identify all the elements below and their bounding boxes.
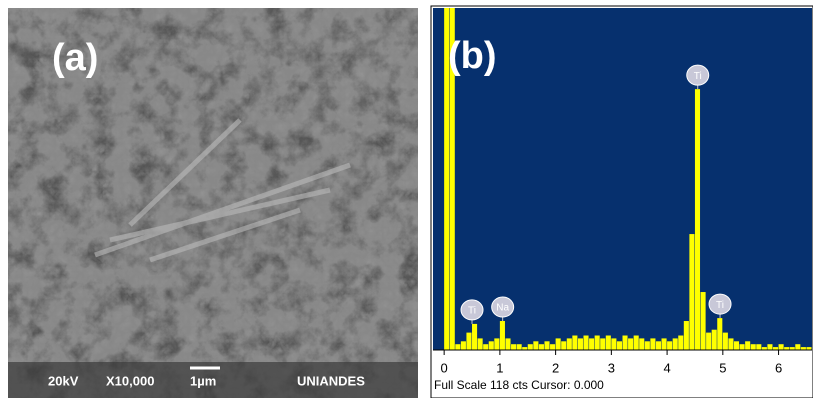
bar xyxy=(556,338,561,350)
bar xyxy=(723,333,728,350)
bar xyxy=(634,336,639,350)
sem-info: UNIANDES xyxy=(297,373,365,388)
bar xyxy=(589,338,594,350)
bar xyxy=(678,336,683,350)
bar xyxy=(472,324,477,350)
bar xyxy=(533,341,538,350)
bar xyxy=(466,333,471,350)
figure: (a) 20kV X10,000 1µm UNIANDES 0 1 2 3 4 5 6 Ti N… xyxy=(0,0,813,398)
bar xyxy=(511,344,516,350)
bar xyxy=(689,234,694,350)
bar xyxy=(623,336,628,350)
bar xyxy=(500,321,505,350)
bar xyxy=(528,344,533,350)
bar xyxy=(517,344,522,350)
bar xyxy=(706,333,711,350)
bar xyxy=(795,344,800,350)
bar xyxy=(673,338,678,350)
annotation-label: Ti xyxy=(468,306,476,317)
x-tick-label: 4 xyxy=(663,360,670,375)
bar xyxy=(717,318,722,350)
annotation-label: Ti xyxy=(716,300,724,311)
bar xyxy=(617,341,622,350)
bar xyxy=(611,338,616,350)
bar xyxy=(751,344,756,350)
bar xyxy=(734,341,739,350)
bar xyxy=(483,344,488,350)
bar xyxy=(712,330,717,350)
bar xyxy=(767,344,772,350)
bar xyxy=(645,341,650,350)
bar xyxy=(701,292,706,350)
bar xyxy=(489,341,494,350)
spectrum-panel: 0 1 2 3 4 5 6 Ti Na Ti Ti (b) Full Scale 118 cts Cur… xyxy=(431,6,813,398)
bar xyxy=(656,341,661,350)
bar xyxy=(639,338,644,350)
bar xyxy=(606,336,611,350)
bar xyxy=(578,338,583,350)
annotation-label: Na xyxy=(496,303,509,314)
bar xyxy=(455,344,460,350)
bar xyxy=(494,338,499,350)
x-tick-label: 0 xyxy=(441,360,448,375)
x-tick-label: 2 xyxy=(552,360,559,375)
bar xyxy=(572,336,577,350)
panel-label: (a) xyxy=(52,37,98,79)
bar xyxy=(695,89,700,350)
x-tick-label: 3 xyxy=(608,360,615,375)
bar xyxy=(600,338,605,350)
bar xyxy=(728,338,733,350)
sem-info: 1µm xyxy=(190,373,216,388)
x-tick-label: 1 xyxy=(496,360,503,375)
status-footer: Full Scale 118 cts Cursor: 0.000 xyxy=(434,378,604,392)
bar xyxy=(505,338,510,350)
bar xyxy=(544,341,549,350)
bar xyxy=(650,338,655,350)
bar xyxy=(539,344,544,350)
panel-label: (b) xyxy=(448,35,497,77)
sem-panel: (a) 20kV X10,000 1µm UNIANDES xyxy=(8,8,418,398)
bar xyxy=(567,338,572,350)
annotation-label: Ti xyxy=(694,71,702,82)
bar xyxy=(478,338,483,350)
bar xyxy=(667,341,672,350)
bar xyxy=(779,344,784,350)
bar xyxy=(583,336,588,350)
x-tick-label: 6 xyxy=(775,360,782,375)
bar xyxy=(550,344,555,350)
x-tick-label: 5 xyxy=(719,360,726,375)
bar xyxy=(561,341,566,350)
bar xyxy=(740,344,745,350)
sem-info: 20kV xyxy=(48,373,79,388)
bar xyxy=(595,336,600,350)
bar xyxy=(684,321,689,350)
bar xyxy=(461,341,466,350)
bar xyxy=(745,341,750,350)
bar xyxy=(756,344,761,350)
bar xyxy=(662,338,667,350)
bar xyxy=(628,338,633,350)
sem-info: X10,000 xyxy=(106,373,154,388)
